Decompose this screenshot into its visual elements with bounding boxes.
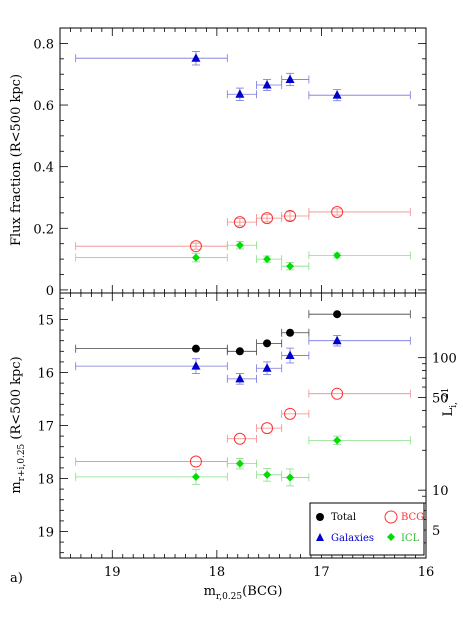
x-tick-label: 16	[418, 565, 435, 580]
galaxies-point	[262, 363, 272, 372]
right-ylabel-sub: i,	[449, 402, 459, 408]
axis-tick-labels: 19 18 17 16 0 0.2 0.4 0.6 0.8 15 16 17 18 19 100 50 10 5	[33, 37, 457, 580]
right-y-tick-label: 5	[432, 524, 440, 539]
bottom-ylabel-main: m	[9, 481, 24, 493]
icl-point	[286, 262, 295, 271]
galaxies-point	[285, 74, 295, 83]
bcg-point	[284, 209, 297, 222]
top-y-tick-label: 0.2	[33, 222, 54, 237]
xlabel-rest: (BCG)	[242, 584, 282, 599]
bottom-y-tick-label: 15	[37, 314, 54, 329]
legend-bcg-label: BCG	[401, 512, 424, 523]
legend-bcg-marker	[384, 510, 398, 524]
total-point	[286, 328, 295, 337]
top-y-tick-label: 0.6	[33, 99, 54, 114]
galaxies-point	[191, 361, 201, 370]
bcg-point	[284, 407, 297, 420]
xlabel-main: m	[204, 584, 216, 599]
total-point	[235, 347, 244, 356]
legend: Total BCG Galaxies ICL	[309, 502, 425, 556]
legend-icl-marker	[387, 533, 395, 541]
galaxies-point	[235, 89, 245, 98]
icl-point	[191, 472, 200, 481]
galaxies-point	[235, 373, 245, 383]
galaxies-point	[332, 90, 342, 99]
bottom-ylabel-sub: r+i,0.25	[17, 443, 27, 481]
top-y-tick-label: 0.8	[33, 37, 54, 52]
x-tick-label: 18	[209, 565, 226, 580]
legend-box	[309, 502, 425, 556]
right-y-tick-label: 50	[432, 392, 449, 407]
legend-total-label: Total	[331, 512, 356, 523]
bcg-point	[331, 205, 344, 218]
legend-galaxies-marker	[316, 533, 324, 541]
galaxies-point	[191, 53, 201, 62]
bcg-point	[189, 455, 202, 468]
total-point	[263, 339, 272, 348]
right-ylabel-sup: -21	[441, 388, 451, 403]
bcg-point	[233, 432, 246, 445]
xlabel-sub: r,0.25	[216, 592, 242, 602]
legend-total-marker	[316, 513, 324, 521]
bcg-point	[261, 212, 274, 225]
bottom-ylabel-rest: (R<500 kpc)	[9, 356, 24, 443]
top-panel-frame	[59, 27, 427, 294]
bcg-point	[261, 422, 274, 435]
top-ylabel: Flux fraction (R<500 kpc)	[9, 74, 24, 246]
x-tick-label: 19	[104, 565, 121, 580]
data-marks	[75, 51, 411, 487]
icl-point	[235, 241, 244, 250]
bottom-y-tick-label: 17	[37, 420, 54, 435]
icl-point	[286, 473, 295, 482]
top-y-tick-label: 0.4	[33, 161, 54, 176]
total-point	[191, 344, 200, 353]
icl-point	[333, 251, 342, 260]
bottom-y-tick-label: 16	[37, 367, 54, 382]
right-y-tick-label: 10	[432, 484, 449, 499]
panel-label: a)	[10, 571, 23, 586]
bcg-point	[331, 387, 344, 400]
bottom-ylabel: mr+i,0.25 (R<500 kpc)	[9, 356, 27, 493]
axis-ticks	[60, 28, 427, 558]
right-y-tick-label: 100	[432, 352, 457, 367]
bottom-y-tick-label: 18	[37, 473, 54, 488]
galaxies-point	[285, 350, 295, 360]
icl-point	[235, 459, 244, 468]
icl-point	[191, 253, 200, 262]
x-tick-label: 17	[313, 565, 330, 580]
icl-point	[263, 470, 272, 479]
bcg-point	[189, 240, 202, 253]
bottom-y-tick-label: 19	[37, 526, 54, 541]
icl-point	[333, 436, 342, 445]
legend-icl-label: ICL	[401, 533, 420, 544]
galaxies-point	[332, 335, 342, 345]
icl-point	[263, 255, 272, 264]
right-ylabel-main: L	[441, 407, 456, 416]
legend-galaxies-label: Galaxies	[331, 533, 374, 544]
total-point	[333, 310, 342, 319]
top-y-tick-label: 0	[46, 284, 54, 299]
galaxies-point	[262, 80, 272, 89]
bcg-point	[233, 216, 246, 229]
xlabel: mr,0.25(BCG)	[204, 584, 283, 602]
right-ylabel: Li,-21	[441, 388, 459, 417]
